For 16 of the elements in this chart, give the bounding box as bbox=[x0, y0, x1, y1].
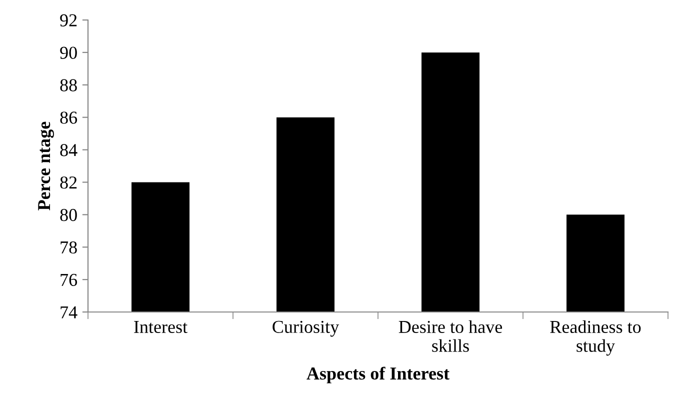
y-tick-label: 82 bbox=[60, 176, 77, 189]
y-tick-label: 74 bbox=[60, 306, 78, 318]
y-tick-label: 80 bbox=[60, 208, 77, 222]
x-axis-title: Aspects of Interest bbox=[306, 366, 450, 384]
y-tick-label: 76 bbox=[60, 274, 78, 286]
y-tick-label: 90 bbox=[60, 46, 77, 59]
y-tick-label: 92 bbox=[60, 14, 77, 26]
x-tick-label: Curiosity bbox=[272, 320, 340, 337]
y-tick-label: 86 bbox=[60, 112, 78, 124]
x-tick-label: Interest bbox=[134, 321, 188, 334]
y-tick-label: 78 bbox=[60, 241, 77, 254]
y-axis-title: Perce ntage bbox=[38, 122, 54, 210]
x-tick-label: Readiness to study bbox=[550, 320, 641, 356]
x-tick-label: Desire to have skills bbox=[398, 320, 502, 352]
y-tick-label: 84 bbox=[60, 144, 78, 156]
y-tick-label: 88 bbox=[60, 79, 77, 92]
